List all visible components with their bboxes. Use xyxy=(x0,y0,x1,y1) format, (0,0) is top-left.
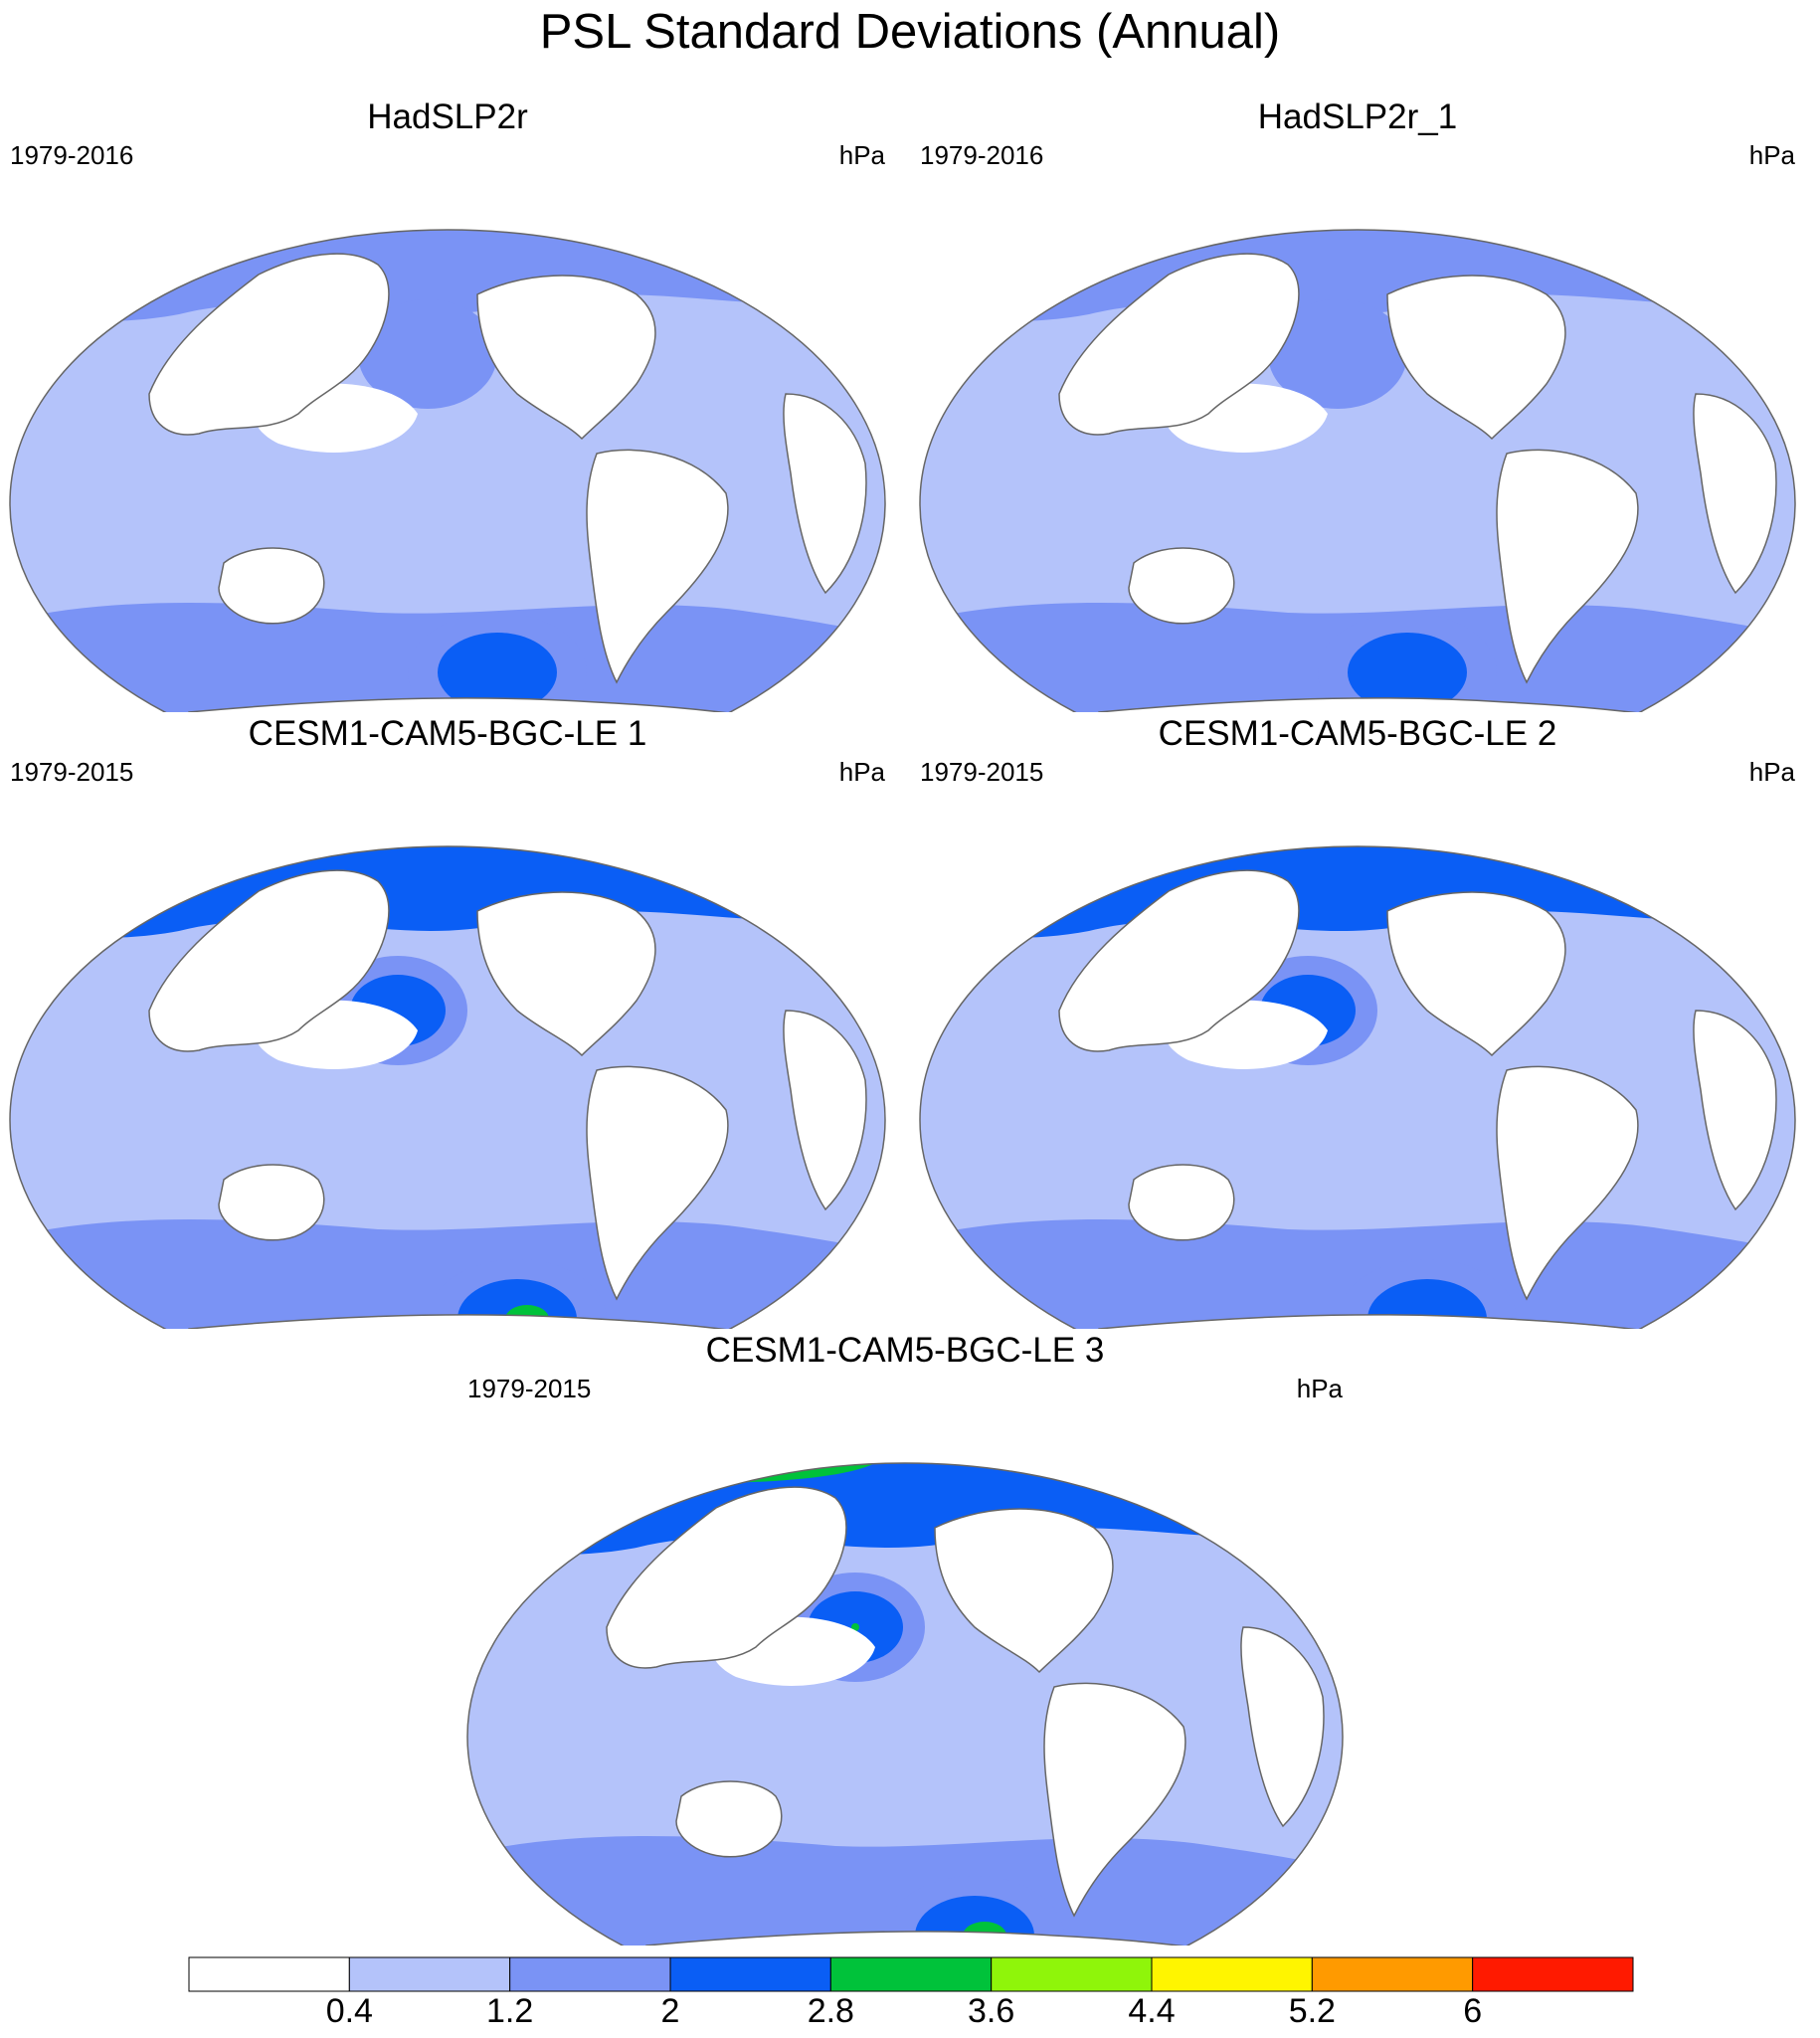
continent-outline xyxy=(1386,891,1566,1057)
map-border xyxy=(919,845,1796,1329)
panel-period: 1979-2015 xyxy=(920,757,1044,787)
panel-title: CESM1-CAM5-BGC-LE 3 xyxy=(705,1331,1105,1370)
continent-outline xyxy=(188,697,836,712)
continent-outline xyxy=(934,1508,1114,1674)
continent-outline xyxy=(1058,253,1300,436)
panel-units: hPa xyxy=(1748,757,1795,787)
continent-outline xyxy=(218,547,325,625)
continent-outline xyxy=(218,1164,325,1241)
continent-outline xyxy=(1058,869,1300,1052)
continent-outline xyxy=(1098,697,1746,712)
world-map xyxy=(919,845,1796,1329)
continent-outline xyxy=(1693,1010,1777,1211)
colorbar-bin xyxy=(509,1956,671,1992)
colorbar-tick-label: 2 xyxy=(660,1992,680,2030)
map-panel-4: CESM1-CAM5-BGC-LE 2 1979-2015 hPa xyxy=(910,712,1805,1329)
field-sh-high xyxy=(1348,633,1467,712)
field-aleutian-mid xyxy=(1268,299,1407,409)
map-panel-1: HadSLP2r 1979-2016 hPa xyxy=(0,95,895,712)
panel-units: hPa xyxy=(1748,140,1795,170)
field-arctic xyxy=(467,1463,1343,1558)
continent-outline xyxy=(1386,275,1566,441)
panel-title: CESM1-CAM5-BGC-LE 1 xyxy=(248,714,647,753)
field-aleutian-mid xyxy=(358,299,497,409)
continent-outline xyxy=(586,1065,729,1301)
colorbar-tick-label: 6 xyxy=(1463,1992,1483,2030)
colorbar-tick-label: 0.4 xyxy=(325,1992,373,2030)
map-border xyxy=(466,1462,1344,1945)
continent-outline xyxy=(783,393,867,595)
continent-outline xyxy=(188,1314,836,1329)
panel-units: hPa xyxy=(1296,1374,1343,1403)
continent-outline xyxy=(1128,547,1235,625)
colorbar-bin xyxy=(669,1956,831,1992)
continent-outline xyxy=(1693,393,1777,595)
colorbar-tick-label: 4.4 xyxy=(1128,1992,1176,2030)
world-map xyxy=(9,229,886,712)
map-border xyxy=(9,845,886,1329)
panel-period: 1979-2016 xyxy=(920,140,1044,170)
world-map xyxy=(919,229,1796,712)
field-aleutian-peak xyxy=(851,1623,859,1631)
figure-title: PSL Standard Deviations (Annual) xyxy=(539,5,1281,59)
panel-title: HadSLP2r_1 xyxy=(1257,97,1458,136)
panel-units: hPa xyxy=(838,757,885,787)
continent-outline xyxy=(1128,1164,1235,1241)
colorbar-bin xyxy=(1151,1956,1313,1992)
continent-outline xyxy=(148,869,390,1052)
colorbar-bin xyxy=(188,1956,350,1992)
colorbar-bin xyxy=(829,1956,993,1992)
field-sh-high xyxy=(438,633,557,712)
continent-outline xyxy=(645,1931,1294,1945)
map-border xyxy=(919,229,1796,712)
continent-outline xyxy=(1496,1065,1639,1301)
map-panel-5: CESM1-CAM5-BGC-LE 3 1979-2015 hPa xyxy=(457,1329,1353,1945)
panel-title: HadSLP2r xyxy=(367,97,528,136)
colorbar-bin xyxy=(1472,1956,1634,1992)
continent-outline xyxy=(1043,1682,1186,1918)
continent-outline xyxy=(1098,1314,1746,1329)
colorbar-tick-label: 2.8 xyxy=(807,1992,854,2030)
colorbar-bin xyxy=(348,1956,511,1992)
map-border xyxy=(9,229,886,712)
panel-period: 1979-2015 xyxy=(10,757,134,787)
continent-outline xyxy=(476,275,656,441)
colorbar-bin xyxy=(991,1956,1153,1992)
panel-period: 1979-2016 xyxy=(10,140,134,170)
map-panel-3: CESM1-CAM5-BGC-LE 1 1979-2015 hPa xyxy=(0,712,895,1329)
continent-outline xyxy=(148,253,390,436)
panel-units: hPa xyxy=(838,140,885,170)
continent-outline xyxy=(606,1486,847,1669)
continent-outline xyxy=(476,891,656,1057)
world-map xyxy=(466,1462,1344,1945)
colorbar-tick-label: 3.6 xyxy=(968,1992,1015,2030)
continent-outline xyxy=(1496,449,1639,684)
map-panel-2: HadSLP2r_1 1979-2016 hPa xyxy=(910,95,1805,712)
field-arctic xyxy=(920,230,1795,324)
continent-outline xyxy=(783,1010,867,1211)
continent-outline xyxy=(1240,1626,1325,1828)
continent-outline xyxy=(675,1780,783,1858)
colorbar-tick-label: 5.2 xyxy=(1288,1992,1336,2030)
panel-period: 1979-2015 xyxy=(467,1374,592,1403)
world-map xyxy=(9,845,886,1329)
field-arctic xyxy=(10,846,885,941)
colorbar-bin xyxy=(1311,1956,1474,1992)
field-arctic xyxy=(10,230,885,324)
colorbar-tick-label: 1.2 xyxy=(486,1992,534,2030)
continent-outline xyxy=(586,449,729,684)
field-arctic xyxy=(920,846,1795,941)
panel-title: CESM1-CAM5-BGC-LE 2 xyxy=(1158,714,1557,753)
